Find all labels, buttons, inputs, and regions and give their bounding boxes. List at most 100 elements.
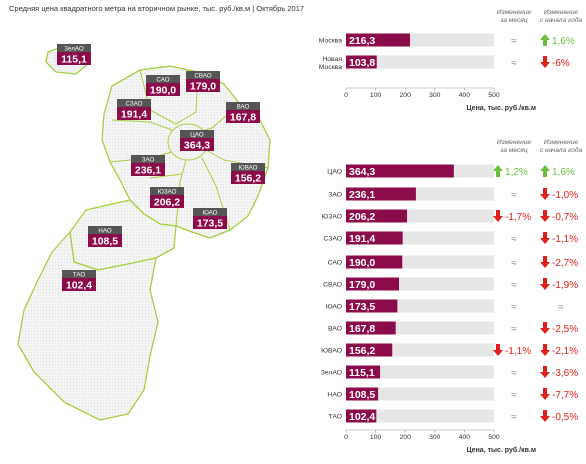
map-district-value: 191,4 xyxy=(121,109,147,121)
x-tick-label: 100 xyxy=(370,92,382,99)
change-year-value: -0,7% xyxy=(552,212,578,223)
change-year-up-arrow-icon xyxy=(540,34,550,46)
change-month-value: -1,7% xyxy=(505,212,531,223)
change-year-down-arrow-icon xyxy=(540,210,550,222)
bar-value-label: 102,4 xyxy=(349,411,375,423)
bar-row-5: 179,0 СВАО ≈ -1,9% xyxy=(323,277,578,291)
header-change-year: Изменение xyxy=(544,9,578,16)
map-label-1: САО 190,0 xyxy=(146,75,180,97)
map-district-name: ЦАО xyxy=(190,131,204,138)
change-year-down-arrow-icon xyxy=(540,188,550,200)
category-label: Москва xyxy=(319,64,342,71)
map-label-7: ЮВАО 156,2 xyxy=(231,163,265,185)
bar-row-10: 108,5 НАО ≈ -7,7% xyxy=(327,387,578,401)
change-year-value: 1,6% xyxy=(552,167,575,178)
category-label: ТАО xyxy=(328,414,342,421)
bar-2 xyxy=(346,209,408,223)
header-change-year: Изменение xyxy=(544,139,578,146)
map-district-name: СЗАО xyxy=(126,100,143,107)
change-month-approx: ≈ xyxy=(511,58,517,69)
change-year-down-arrow-icon xyxy=(540,344,550,356)
change-year-value: -1,9% xyxy=(552,280,578,291)
change-year-down-arrow-icon xyxy=(540,232,550,244)
x-tick-label: 500 xyxy=(488,92,500,99)
map-district-value: 206,2 xyxy=(154,197,180,209)
change-month-approx: ≈ xyxy=(511,36,517,47)
change-month-approx: ≈ xyxy=(511,190,517,201)
bar-row-0: 216,3 Москва ≈1,6% xyxy=(319,33,575,47)
header-change-month: Изменение xyxy=(497,9,531,16)
x-tick-label: 500 xyxy=(488,434,500,441)
category-label: ЦАО xyxy=(327,169,342,176)
moscow-district-map: ЗелАО 115,1 САО 190,0 СВАО 179,0 СЗАО 191,4 ВАО 1… xyxy=(17,43,271,421)
map-district-name: ТАО xyxy=(73,271,86,278)
category-label: ЮАО xyxy=(326,304,342,311)
bar-track xyxy=(346,55,494,69)
change-month-approx: ≈ xyxy=(511,412,517,423)
map-district-value: 108,5 xyxy=(92,236,118,248)
category-label: ЮВАО xyxy=(321,348,342,355)
category-label: ЮЗАО xyxy=(321,214,342,221)
bar-value-label: 173,5 xyxy=(349,301,375,313)
map-district-name: ЮВАО xyxy=(239,164,258,171)
bar-value-label: 115,1 xyxy=(349,367,375,379)
map-district-name: ЗелАО xyxy=(64,45,84,52)
bar-track xyxy=(346,409,494,423)
change-year-value: -6% xyxy=(552,58,570,69)
change-year-value: -2,7% xyxy=(552,258,578,269)
change-year-up-arrow-icon xyxy=(540,165,550,177)
header-change-month: за месяц xyxy=(499,147,527,154)
change-year-down-arrow-icon xyxy=(540,56,550,68)
map-district-value: 167,8 xyxy=(230,112,256,124)
bar-4 xyxy=(346,255,403,269)
bar-3 xyxy=(346,231,403,245)
change-month-value: 1,2% xyxy=(505,167,528,178)
bar-row-0: 364,3 ЦАО 1,2% 1,6% xyxy=(327,164,575,178)
bar-10 xyxy=(346,387,379,401)
x-tick-label: 300 xyxy=(429,92,441,99)
change-month-approx: ≈ xyxy=(511,280,517,291)
bar-row-2: 206,2 ЮЗАО -1,7% -0,7% xyxy=(321,209,578,223)
category-label: ЗАО xyxy=(328,192,342,199)
map-district-value: 102,4 xyxy=(66,280,92,292)
bar-track xyxy=(346,387,494,401)
x-tick-label: 0 xyxy=(344,434,348,441)
change-year-value: -1,0% xyxy=(552,190,578,201)
x-tick-label: 100 xyxy=(370,434,382,441)
category-label: СВАО xyxy=(323,282,342,289)
x-tick-label: 300 xyxy=(429,434,441,441)
map-label-6: ЗАО 236,1 xyxy=(131,155,165,177)
x-tick-label: 400 xyxy=(459,434,471,441)
bar-1 xyxy=(346,187,416,201)
change-month-value: -1,1% xyxy=(505,346,531,357)
change-year-down-arrow-icon xyxy=(540,366,550,378)
x-axis-1: 0 100 200 300 400 500 Цена, тыс. руб./кв.м xyxy=(344,429,536,454)
map-district-name: СВАО xyxy=(194,72,211,79)
map-region-tao xyxy=(17,231,159,421)
category-label: ЗелАО xyxy=(321,370,342,377)
map-label-10: НАО 108,5 xyxy=(88,226,122,248)
header-change-year: с начала года xyxy=(540,16,583,24)
bar-row-9: 115,1 ЗелАО ≈ -3,6% xyxy=(321,365,578,379)
bar-row-4: 190,0 САО ≈ -2,7% xyxy=(328,255,578,269)
map-label-9: ЮАО 173,5 xyxy=(193,208,227,230)
bar-value-label: 156,2 xyxy=(349,345,375,357)
change-month-up-arrow-icon xyxy=(493,165,503,177)
bar-5 xyxy=(346,277,399,291)
map-district-value: 190,0 xyxy=(150,85,176,97)
map-label-4: ВАО 167,8 xyxy=(226,102,260,124)
map-district-value: 179,0 xyxy=(190,81,216,93)
map-label-8: ЮЗАО 206,2 xyxy=(150,187,184,209)
x-tick-label: 400 xyxy=(459,92,471,99)
map-district-name: НАО xyxy=(98,227,111,234)
bar-row-3: 191,4 СЗАО ≈ -1,1% xyxy=(323,231,578,245)
map-label-2: СВАО 179,0 xyxy=(186,71,220,93)
change-year-down-arrow-icon xyxy=(540,322,550,334)
change-year-down-arrow-icon xyxy=(540,388,550,400)
bar-value-label: 179,0 xyxy=(349,279,375,291)
category-label: Москва xyxy=(319,38,342,45)
bar-track xyxy=(346,365,494,379)
map-district-value: 364,3 xyxy=(184,140,210,152)
